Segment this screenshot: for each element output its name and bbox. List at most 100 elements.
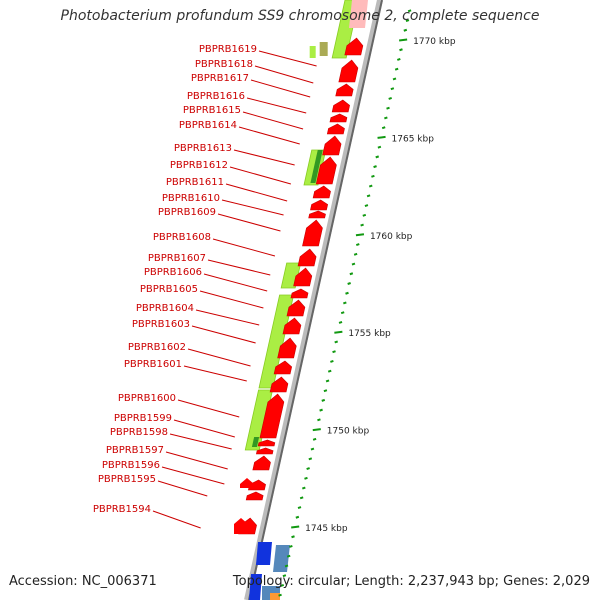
gene-arrow[interactable] (269, 376, 289, 393)
gene-label[interactable]: PBPRB1602 (128, 342, 186, 353)
gene-arrow[interactable] (310, 199, 329, 211)
tick-label: 1745 kbp (305, 524, 348, 534)
gene-arrow[interactable] (308, 210, 326, 219)
gene-arrow[interactable] (252, 455, 271, 471)
gene-label[interactable]: PBPRB1608 (153, 232, 211, 243)
minor-tick (306, 467, 310, 471)
gene-label[interactable]: PBPRB1613 (174, 143, 232, 154)
minor-tick (405, 19, 410, 22)
gene-arrow[interactable] (315, 156, 337, 185)
minor-tick (299, 496, 304, 500)
gene-arrow[interactable] (331, 99, 350, 113)
gene-label[interactable]: PBPRB1600 (118, 393, 176, 404)
minor-tick (327, 369, 332, 373)
gene-label-leader (199, 290, 264, 309)
gene-label[interactable]: PBPRB1610 (162, 193, 220, 204)
feature-marker (251, 437, 260, 447)
minor-tick (377, 145, 382, 149)
minor-tick (355, 243, 360, 246)
gene-label-leader (187, 348, 251, 367)
tick-label: 1760 kbp (370, 232, 413, 242)
gene-arrow[interactable] (329, 113, 348, 123)
minor-tick (368, 184, 373, 188)
gene-label[interactable]: PBPRB1598 (110, 427, 168, 438)
gene-arrow[interactable] (286, 299, 306, 317)
gene-label-leader (238, 126, 300, 145)
gene-arrow[interactable] (257, 439, 276, 447)
gene-label[interactable]: PBPRB1607 (148, 253, 206, 264)
gene-label-leader (221, 199, 284, 216)
gene-arrow[interactable] (293, 267, 313, 287)
tick-label: 1750 kbp (327, 427, 370, 437)
minor-tick (381, 126, 386, 130)
major-tick (355, 233, 365, 237)
chromosome-backbone (244, 0, 383, 601)
gene-label[interactable]: PBPRB1612 (170, 160, 228, 171)
gene-label-leader (195, 309, 260, 326)
minor-tick (280, 583, 285, 587)
gene-label[interactable]: PBPRB1606 (144, 267, 202, 278)
gene-arrow[interactable] (302, 219, 323, 247)
minor-tick (388, 96, 392, 100)
gene-arrow[interactable] (344, 37, 364, 56)
minor-tick (386, 106, 390, 110)
gene-label[interactable]: PBPRB1611 (166, 177, 224, 188)
gene-label[interactable]: PBPRB1601 (124, 359, 182, 370)
gene-label-leader (212, 238, 276, 257)
gene-label[interactable]: PBPRB1604 (136, 303, 194, 314)
gene-arrow[interactable] (297, 248, 317, 267)
gene-label[interactable]: PBPRB1595 (98, 474, 156, 485)
minor-tick (343, 301, 347, 305)
gene-block-blue (249, 574, 262, 600)
minor-tick (282, 574, 287, 578)
tick-label: 1770 kbp (413, 37, 456, 47)
gene-arrow[interactable] (245, 491, 264, 501)
gene-arrow[interactable] (338, 59, 359, 83)
gene-arrow[interactable] (335, 83, 354, 97)
gene-arrow[interactable] (234, 518, 248, 534)
minor-tick (349, 272, 354, 276)
minor-tick (312, 437, 317, 441)
gene-label[interactable]: PBPRB1599 (114, 413, 172, 424)
gene-label[interactable]: PBPRB1594 (93, 504, 151, 515)
major-tick (377, 135, 386, 139)
gene-block-orange (270, 593, 280, 600)
gene-arrow[interactable] (273, 360, 293, 375)
gene-label[interactable]: PBPRB1597 (106, 445, 164, 456)
minor-tick (330, 359, 334, 363)
gene-label[interactable]: PBPRB1616 (187, 91, 245, 102)
gene-label[interactable]: PBPRB1618 (195, 59, 253, 70)
gene-label-leader (203, 273, 268, 292)
gene-label[interactable]: PBPRB1617 (191, 73, 249, 84)
gene-arrow[interactable] (322, 135, 342, 156)
minor-tick (360, 223, 364, 227)
gene-label[interactable]: PBPRB1603 (132, 319, 190, 330)
gene-label[interactable]: PBPRB1596 (102, 460, 160, 471)
gene-arrow[interactable] (312, 185, 331, 199)
gene-block-steel (273, 545, 290, 572)
gene-label[interactable]: PBPRB1605 (140, 284, 198, 295)
gene-arrow[interactable] (290, 288, 309, 299)
minor-tick (347, 282, 351, 285)
gene-label-leader (250, 79, 311, 98)
gene-arrow[interactable] (326, 123, 345, 135)
gene-label[interactable]: PBPRB1614 (179, 120, 237, 131)
minor-tick (317, 418, 321, 422)
gene-block-blue (256, 542, 272, 565)
minor-tick (362, 213, 367, 217)
gene-arrow[interactable] (255, 447, 274, 455)
gene-arrow[interactable] (282, 317, 302, 335)
gene-label[interactable]: PBPRB1619 (199, 44, 257, 55)
gene-arrow[interactable] (259, 393, 285, 439)
gene-label[interactable]: PBPRB1615 (183, 105, 241, 116)
gene-label[interactable]: PBPRB1609 (158, 207, 216, 218)
gene-arrow[interactable] (277, 337, 297, 359)
minor-tick (304, 476, 308, 480)
minor-tick (321, 398, 326, 402)
gene-arrow[interactable] (240, 478, 254, 488)
feature-marker (310, 150, 323, 183)
minor-tick (345, 291, 349, 295)
minor-tick (278, 593, 282, 597)
gene-label-leader (177, 399, 240, 418)
minor-tick (407, 9, 412, 13)
